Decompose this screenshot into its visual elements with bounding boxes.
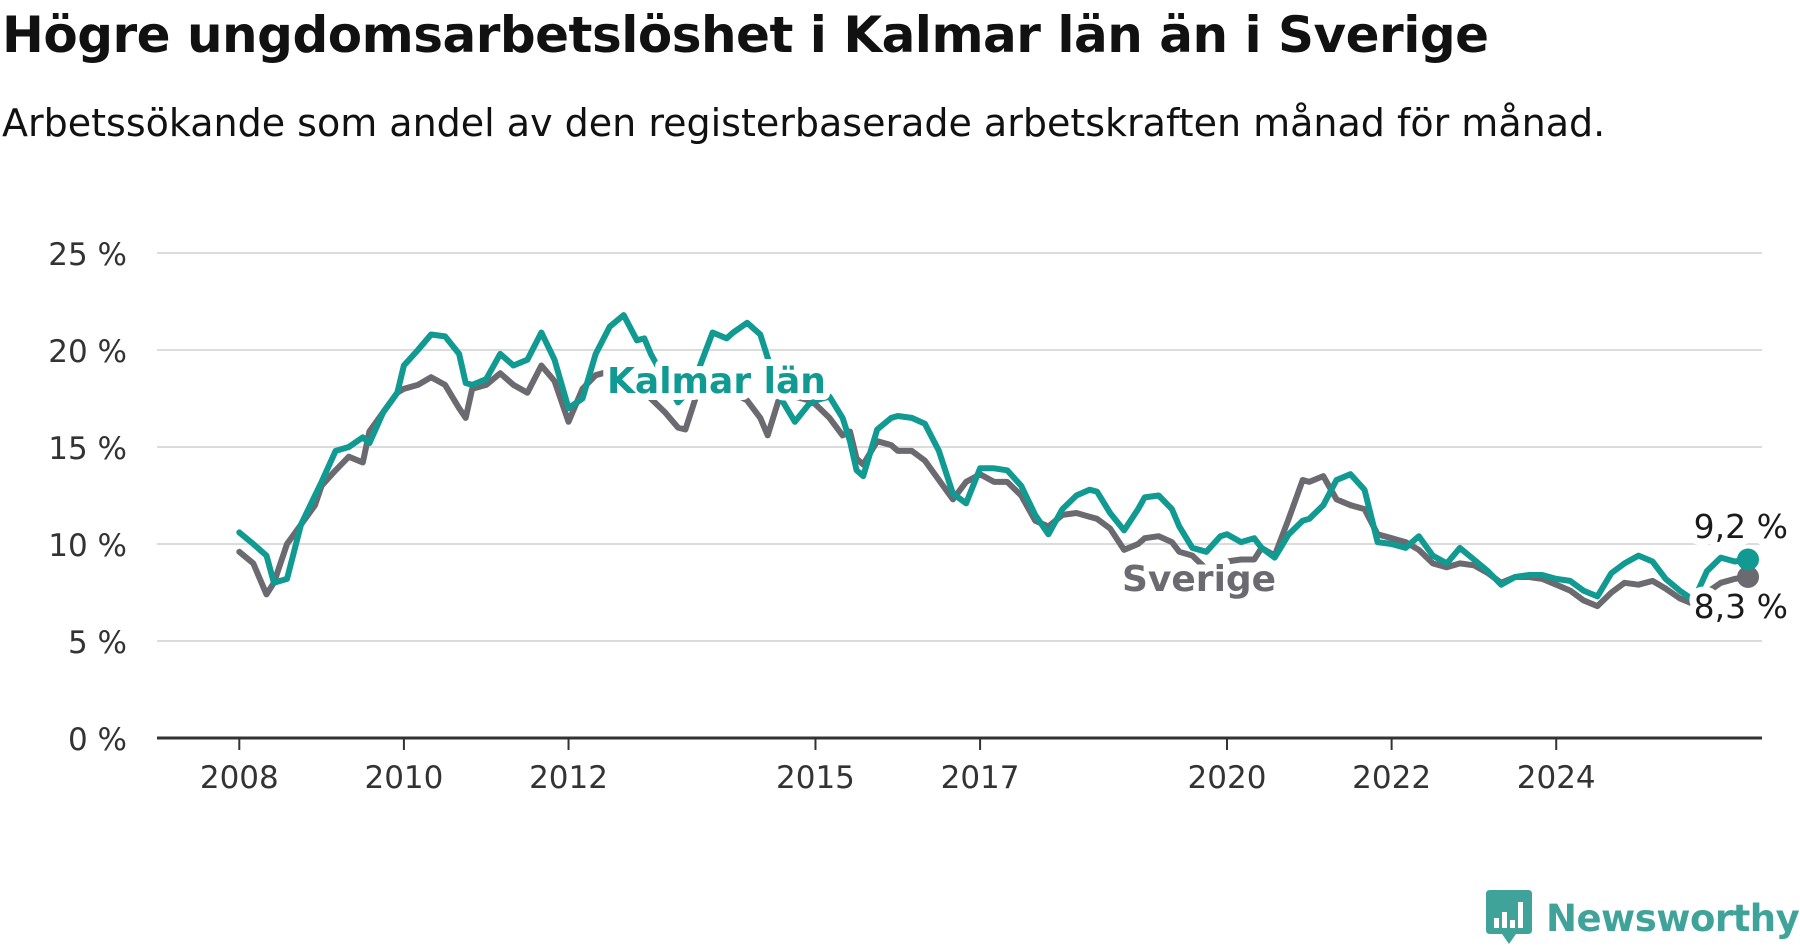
x-axis: 2008 2010 2012 2015 2017 2020 2022 2024 [157, 736, 1762, 796]
series-labels: Kalmar län Sverige 9,2 % 8,3 % [600, 354, 1795, 633]
series-label-kalmar-lan: Kalmar län [607, 361, 826, 402]
y-tick-label: 20 % [48, 334, 127, 370]
x-tick-label: 2020 [1188, 760, 1267, 796]
end-value-label-sverige: 8,3 % [1694, 587, 1788, 626]
x-tick-label: 2024 [1517, 760, 1596, 796]
chart-title: Högre ungdomsarbetslöshet i Kalmar län ä… [2, 6, 1489, 64]
x-tick-label: 2008 [200, 760, 279, 796]
y-tick-label: 15 % [48, 431, 127, 467]
series-lines [236, 312, 1760, 610]
y-tick-label: 25 % [48, 237, 127, 273]
gridlines [157, 252, 1762, 642]
y-tick-label: 0 % [68, 722, 127, 758]
brand-name: Newsworthy [1546, 896, 1800, 940]
y-axis-tick-labels: 0 % 5 % 10 % 15 % 20 % 25 % [48, 237, 127, 758]
x-tick-label: 2022 [1352, 760, 1431, 796]
series-end-point [1737, 548, 1760, 571]
y-tick-label: 10 % [48, 528, 127, 564]
newsworthy-logo: Newsworthy [1486, 890, 1800, 946]
series-line-kalmar-lan [236, 312, 1751, 604]
end-value-label-kalmar-lan: 9,2 % [1694, 507, 1788, 546]
series-line-sverige [236, 362, 1751, 610]
series-end-point [1737, 565, 1760, 588]
chart-subtitle: Arbetssökande som andel av den registerb… [2, 101, 1606, 145]
x-tick-label: 2010 [364, 760, 443, 796]
x-tick-label: 2012 [529, 760, 608, 796]
y-tick-label: 5 % [68, 625, 127, 661]
newsworthy-bar-chart-icon [1486, 890, 1532, 944]
x-tick-label: 2017 [941, 760, 1020, 796]
series-label-sverige: Sverige [1122, 559, 1276, 600]
x-tick-label: 2015 [776, 760, 855, 796]
